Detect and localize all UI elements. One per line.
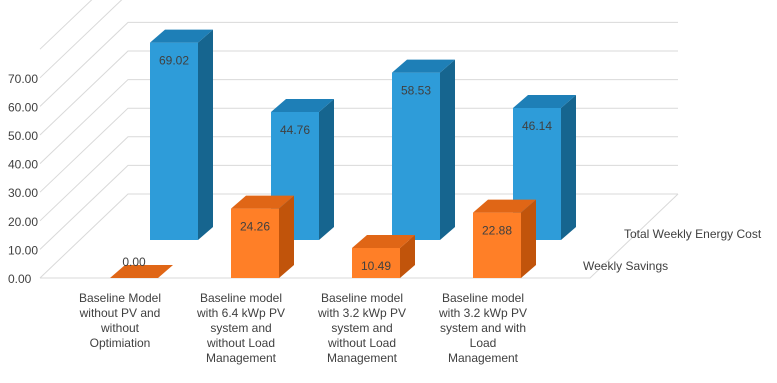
bar-top-face bbox=[392, 59, 455, 73]
category-label: Baseline model with 6.4 kWp PV system and w… bbox=[196, 291, 285, 365]
bar-top-face bbox=[352, 235, 415, 248]
category-label-line: system and bbox=[210, 321, 271, 335]
gridline bbox=[39, 164, 678, 250]
series-label: Weekly Savings bbox=[583, 259, 668, 273]
bar-total-cost-0 bbox=[150, 29, 213, 240]
gridline bbox=[39, 50, 678, 136]
bar-top-face bbox=[110, 265, 173, 278]
bars: 69.02 44.76 58.53 46.14 0.00 24.26 10.49 22.88 bbox=[110, 29, 576, 278]
category-label-line: with 3.2 kWp PV bbox=[317, 306, 406, 320]
category-label-line: Management bbox=[327, 351, 398, 365]
category-label-line: Baseline model bbox=[200, 291, 282, 305]
y-tick-label: 70.00 bbox=[8, 72, 38, 86]
category-labels: Baseline Model without PV and without Optim… bbox=[79, 291, 527, 365]
data-label: 24.26 bbox=[240, 220, 270, 234]
gridline bbox=[39, 136, 678, 222]
bar-front-face bbox=[150, 42, 198, 240]
bar-total-cost-2 bbox=[392, 59, 455, 240]
bar-side-face bbox=[319, 99, 334, 240]
data-label: 0.00 bbox=[122, 255, 146, 269]
bar-top-face bbox=[231, 195, 294, 209]
bar-savings-3 bbox=[473, 199, 536, 278]
category-label-line: without Load bbox=[206, 336, 275, 350]
gridline bbox=[39, 0, 93, 50]
y-tick-label: 50.00 bbox=[8, 129, 38, 143]
gridline bbox=[39, 0, 123, 79]
category-label-line: Baseline model bbox=[321, 291, 403, 305]
data-label: 69.02 bbox=[159, 54, 189, 68]
bar-front-face bbox=[392, 72, 440, 240]
floor-edge bbox=[40, 193, 679, 279]
bar-side-face bbox=[279, 195, 294, 278]
category-label: Baseline model with 3.2 kWp PV system and w… bbox=[317, 291, 406, 365]
category-label-line: system and bbox=[331, 321, 392, 335]
y-tick-label: 0.00 bbox=[8, 272, 32, 286]
bar-front-face bbox=[473, 212, 521, 278]
category-label: Baseline Model without PV and without Optim… bbox=[79, 291, 161, 350]
category-label-line: Management bbox=[206, 351, 277, 365]
bar-front-face bbox=[352, 248, 400, 278]
bar-top-face bbox=[473, 199, 536, 213]
data-label: 58.53 bbox=[401, 84, 431, 98]
category-label-line: without PV and bbox=[79, 306, 161, 320]
gridline bbox=[39, 193, 678, 279]
category-label-line: with 6.4 kWp PV bbox=[196, 306, 285, 320]
bar-side-face bbox=[561, 95, 576, 240]
category-label-line: Baseline Model bbox=[79, 291, 161, 305]
bar-side-face bbox=[521, 199, 536, 278]
bar-savings-1 bbox=[231, 195, 294, 278]
series-label: Total Weekly Energy Cost bbox=[624, 227, 762, 241]
category-label-line: system and with bbox=[440, 321, 526, 335]
category-label-line: without bbox=[100, 321, 140, 335]
gridline bbox=[39, 21, 678, 107]
y-tick-label: 20.00 bbox=[8, 215, 38, 229]
y-tick-label: 10.00 bbox=[8, 243, 38, 257]
data-label: 10.49 bbox=[361, 259, 391, 273]
bar-top-face bbox=[271, 99, 334, 112]
series-labels: Total Weekly Energy Cost Weekly Savings bbox=[583, 227, 762, 273]
category-label-line: Baseline model bbox=[442, 291, 524, 305]
bar-side-face bbox=[400, 235, 415, 278]
y-tick-label: 40.00 bbox=[8, 158, 38, 172]
gridlines bbox=[39, 0, 679, 279]
bar-side-face bbox=[440, 59, 455, 240]
bar-side-face bbox=[198, 29, 213, 240]
y-tick-label: 30.00 bbox=[8, 186, 38, 200]
y-tick-label: 60.00 bbox=[8, 100, 38, 114]
data-label: 46.14 bbox=[522, 119, 552, 133]
data-label: 22.88 bbox=[482, 224, 512, 238]
category-label-line: without Load bbox=[327, 336, 396, 350]
bar-savings-2 bbox=[352, 235, 415, 278]
category-label-line: with 3.2 kWp PV bbox=[438, 306, 527, 320]
gridline bbox=[39, 79, 678, 164]
bar-front-face bbox=[231, 208, 279, 278]
data-label: 44.76 bbox=[280, 123, 310, 137]
bar-savings-0 bbox=[110, 265, 173, 278]
y-tick-labels: 0.00 10.00 20.00 30.00 40.00 50.00 60.00 70.00 bbox=[8, 72, 38, 286]
category-label-line: Optimiation bbox=[90, 336, 151, 350]
category-label-line: Load bbox=[470, 336, 497, 350]
category-label-line: Management bbox=[448, 351, 519, 365]
bar-top-face bbox=[150, 29, 213, 43]
bar-top-face bbox=[513, 95, 576, 108]
category-label: Baseline model with 3.2 kWp PV system and … bbox=[438, 291, 527, 365]
gridline bbox=[39, 107, 678, 193]
